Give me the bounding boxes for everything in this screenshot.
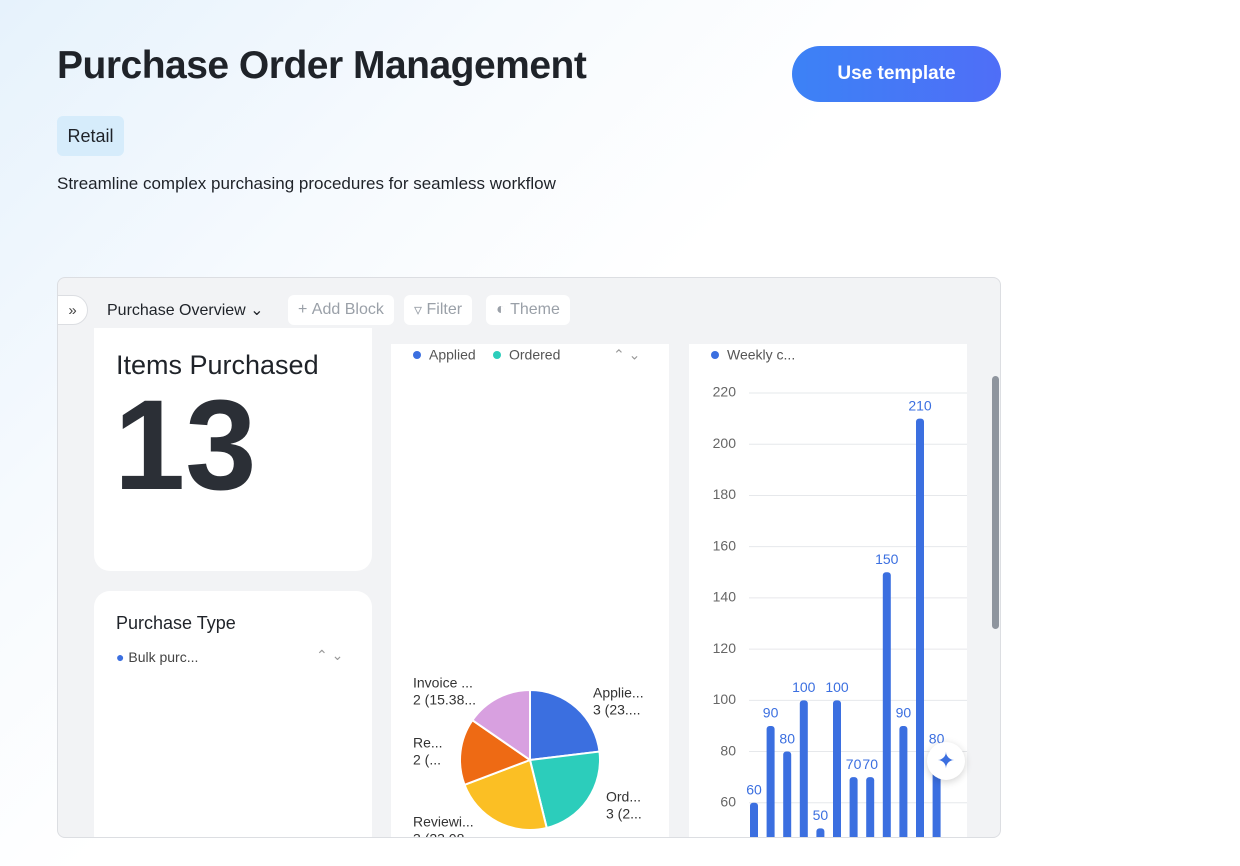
slice-value-label: 3 (2... xyxy=(606,806,642,822)
bar xyxy=(833,700,841,837)
legend-nav[interactable]: ⌃ ⌄ xyxy=(316,647,344,663)
bar xyxy=(916,418,924,837)
slice-value-label: 3 (23.... xyxy=(593,702,640,718)
bar xyxy=(816,828,825,837)
items-card: Items Purchased 13 xyxy=(94,328,372,571)
data-label: 100 xyxy=(825,679,849,695)
y-tick-label: 80 xyxy=(720,742,736,758)
title: Purchase Order Management xyxy=(57,44,587,87)
y-tick-label: 180 xyxy=(713,486,737,502)
pie-slice xyxy=(459,718,533,787)
data-label: 80 xyxy=(779,730,795,746)
legend-dot xyxy=(711,351,719,359)
items-value: 13 xyxy=(114,374,257,517)
slice-value-label: 2 (15.38... xyxy=(413,692,476,708)
legend-label: Applied xyxy=(429,347,476,363)
description: Streamline complex purchasing procedures… xyxy=(57,174,556,193)
legend-label: Weekly c... xyxy=(727,347,795,363)
slice-label: Reviewi... xyxy=(413,814,474,830)
pie-slice xyxy=(528,750,601,830)
y-tick-label: 100 xyxy=(713,691,737,707)
purchase-type-card: Purchase Type ● Bulk purc... ⌃ ⌄ xyxy=(94,591,372,837)
pie-card: Applied Ordered ⌃ ⌄ Applie... 3 (23.... Ord..… xyxy=(391,344,669,837)
bar xyxy=(783,751,792,837)
use-template-button[interactable]: Use template xyxy=(792,46,1001,102)
bar-card: Weekly c... 60 80 100 120 140 160 180 200 220 60 90… xyxy=(689,344,967,837)
items-title: Items Purchased xyxy=(116,350,319,380)
slice-label: Re... xyxy=(413,735,443,751)
purchase-type-title: Purchase Type xyxy=(116,613,236,633)
bar xyxy=(849,777,858,837)
view-selector[interactable]: Purchase Overview ⌄ xyxy=(107,302,264,319)
data-label: 100 xyxy=(792,679,816,695)
theme-button[interactable]: ◐ Theme xyxy=(486,295,570,325)
pie-slice xyxy=(529,688,601,762)
bar xyxy=(899,725,908,837)
data-label: 210 xyxy=(908,397,932,413)
dashboard: » Purchase Overview ⌄ + Add Block ▿ Filt… xyxy=(57,277,1001,838)
legend-dot xyxy=(413,351,421,359)
add-block-label: Add Block xyxy=(311,301,384,318)
add-block-button[interactable]: + Add Block xyxy=(288,295,394,325)
pie-chart: Applied Ordered ⌃ ⌄ Applie...3 (23.... Ord..… xyxy=(413,347,644,837)
slice-label: Applie... xyxy=(593,685,644,701)
bar-chart: Weekly c... 60 80 100 120 140 160 180 200 220 60 90… xyxy=(711,347,967,837)
slice-value-label: 3 (23.08... xyxy=(413,831,476,837)
bar xyxy=(866,777,875,837)
data-label: 90 xyxy=(763,705,779,721)
slice-label: Ord... xyxy=(606,789,641,805)
y-tick-label: 60 xyxy=(720,793,736,809)
data-label: 150 xyxy=(875,551,899,567)
filter-button[interactable]: ▿ Filter xyxy=(404,295,473,325)
bar xyxy=(882,572,891,837)
data-label: 90 xyxy=(896,705,912,721)
y-tick-label: 200 xyxy=(713,435,737,451)
data-label: 70 xyxy=(862,756,878,772)
theme-label: Theme xyxy=(510,301,560,318)
bar xyxy=(750,802,758,837)
y-tick-label: 140 xyxy=(713,589,737,605)
bar xyxy=(799,700,808,837)
legend-label: Bulk purc... xyxy=(128,649,199,665)
data-label: 60 xyxy=(746,781,762,797)
legend-item: ● Bulk purc... xyxy=(116,649,199,665)
legend-nav: ⌃ ⌄ xyxy=(613,347,640,363)
data-label: 50 xyxy=(813,807,829,823)
data-label: 70 xyxy=(846,756,862,772)
view-name: Purchase Overview xyxy=(107,302,246,319)
pie-slice xyxy=(470,688,531,762)
slice-label: Invoice ... xyxy=(413,675,473,691)
legend-label: Ordered xyxy=(509,347,560,363)
scrollbar[interactable] xyxy=(992,376,999,629)
filter-label: Filter xyxy=(426,301,463,318)
legend-dot xyxy=(493,351,501,359)
ai-button[interactable]: ✦ xyxy=(927,742,965,780)
y-tick-label: 220 xyxy=(713,384,737,400)
bar xyxy=(766,725,775,837)
slice-value-label: 2 (... xyxy=(413,752,441,768)
y-tick-label: 160 xyxy=(713,537,737,553)
y-tick-label: 120 xyxy=(713,640,737,656)
tag: Retail xyxy=(57,116,124,156)
expand-button[interactable]: » xyxy=(58,295,88,325)
